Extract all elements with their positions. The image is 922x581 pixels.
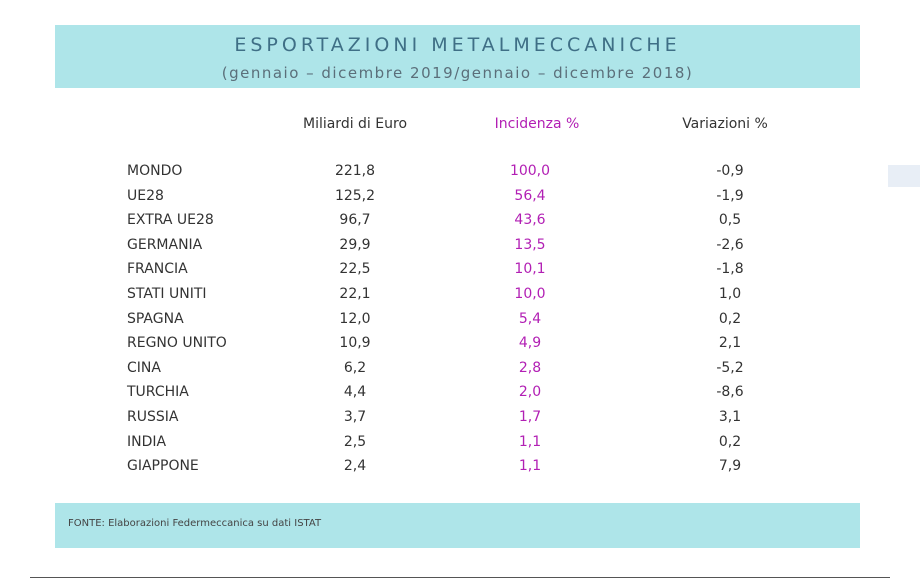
subtitle: (gennaio – dicembre 2019/gennaio – dicem… [221, 64, 694, 82]
row-label: EXTRA UE28 [127, 212, 214, 229]
cell-value: 56,4 [514, 187, 546, 204]
column-header: Incidenza % [494, 116, 580, 132]
cell-value: 22,1 [339, 286, 371, 302]
side-box [888, 165, 920, 187]
cell-value: -1,8 [716, 261, 744, 278]
bottom-rule [30, 577, 890, 578]
cell-value: 5,4 [518, 310, 542, 327]
row-label: FRANCIA [127, 261, 188, 278]
cell-value: 1,0 [718, 286, 742, 302]
cell-value: 10,9 [339, 335, 371, 352]
row-label: TURCHIA [127, 384, 189, 401]
cell-value: -8,6 [716, 384, 744, 401]
cell-value: -2,6 [716, 236, 744, 253]
cell-value: 1,1 [518, 433, 542, 450]
footer-banner [55, 503, 860, 548]
row-label: REGNO UNITO [127, 335, 227, 352]
column-header: Variazioni % [682, 116, 768, 132]
cell-value: 1,7 [518, 409, 542, 425]
cell-value: 2,4 [343, 458, 367, 475]
cell-value: 10,1 [514, 261, 546, 278]
cell-value: 3,7 [343, 409, 367, 425]
cell-value: 12,0 [339, 310, 371, 327]
row-label: UE28 [127, 187, 164, 204]
cell-value: 2,0 [518, 384, 542, 401]
cell-value: 0,5 [718, 212, 742, 229]
cell-value: 2,1 [718, 335, 742, 352]
cell-value: 3,1 [718, 409, 742, 425]
cell-value: 22,5 [339, 261, 371, 278]
cell-value: -1,9 [716, 187, 744, 204]
cell-value: 100,0 [509, 163, 551, 179]
cell-value: 10,0 [514, 286, 546, 302]
row-label: RUSSIA [127, 409, 179, 425]
row-label: MONDO [127, 163, 183, 179]
row-label: CINA [127, 359, 161, 376]
column-header: Miliardi di Euro [302, 116, 408, 132]
cell-value: 0,2 [718, 310, 742, 327]
cell-value: 1,1 [518, 458, 542, 475]
row-label: SPAGNA [127, 310, 184, 327]
cell-value: 4,4 [343, 384, 367, 401]
cell-value: 96,7 [339, 212, 371, 229]
title-banner [55, 25, 860, 88]
cell-value: 6,2 [343, 359, 367, 376]
row-label: GERMANIA [127, 236, 203, 253]
row-label: GIAPPONE [127, 458, 199, 475]
cell-value: 2,5 [343, 433, 367, 450]
cell-value: 13,5 [514, 236, 546, 253]
title: ESPORTAZIONI METALMECCANICHE [234, 34, 681, 56]
cell-value: -5,2 [716, 359, 744, 376]
cell-value: 7,9 [718, 458, 742, 475]
cell-value: 125,2 [334, 187, 376, 204]
cell-value: 43,6 [514, 212, 546, 229]
source-note: FONTE: Elaborazioni Federmeccanica su da… [68, 518, 322, 529]
cell-value: 4,9 [518, 335, 542, 352]
row-label: INDIA [127, 433, 167, 450]
cell-value: 0,2 [718, 433, 742, 450]
cell-value: -0,9 [716, 163, 744, 179]
cell-value: 29,9 [339, 236, 371, 253]
row-label: STATI UNITI [127, 286, 207, 302]
cell-value: 221,8 [334, 163, 376, 179]
cell-value: 2,8 [518, 359, 542, 376]
